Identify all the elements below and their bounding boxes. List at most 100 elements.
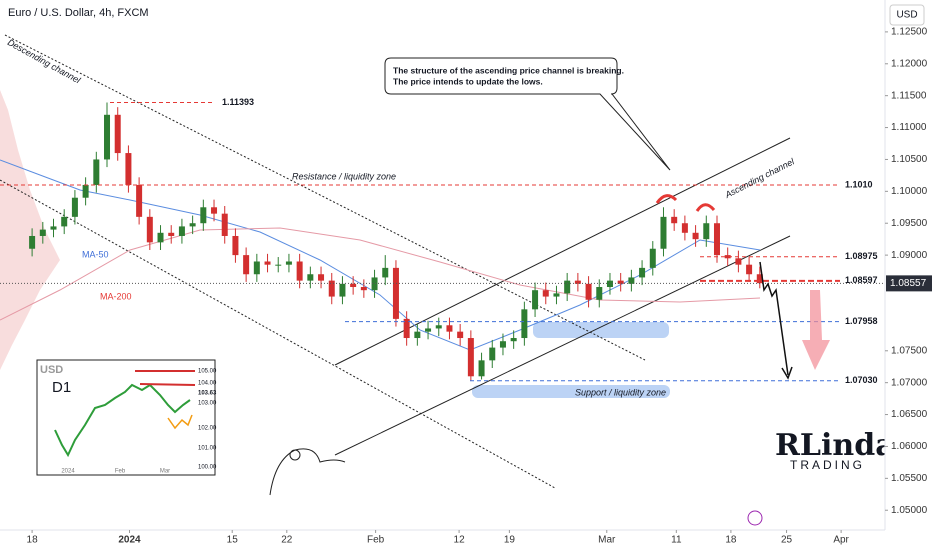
last-price-tag bbox=[886, 275, 932, 292]
candle-body bbox=[232, 235, 239, 256]
top-arc bbox=[695, 203, 716, 212]
inset-price bbox=[54, 383, 191, 458]
candle-body bbox=[499, 341, 506, 348]
candle-body bbox=[178, 226, 185, 236]
candle-body bbox=[339, 283, 346, 297]
inset-x-label: Feb bbox=[115, 469, 126, 475]
candle-body bbox=[211, 207, 218, 214]
candle-body bbox=[542, 290, 549, 297]
candle-body bbox=[574, 280, 581, 284]
candle-body bbox=[756, 274, 763, 284]
y-tick-label: 1.11500 bbox=[891, 90, 927, 101]
x-tick-label: 12 bbox=[454, 535, 466, 546]
x-tick-label: 25 bbox=[781, 535, 793, 546]
inset-y-label: 102.00 bbox=[198, 426, 217, 432]
candle-body bbox=[510, 338, 517, 342]
chart-title: Euro / U.S. Dollar, 4h, FXCM bbox=[8, 7, 149, 19]
candle-body bbox=[114, 114, 121, 154]
y-tick-label: 1.11000 bbox=[891, 122, 927, 133]
level-label: 1.07030 bbox=[845, 375, 878, 385]
y-tick-label: 1.09500 bbox=[891, 218, 928, 229]
y-tick-label: 1.12500 bbox=[891, 27, 928, 38]
y-tick-label: 1.05500 bbox=[891, 473, 928, 484]
inset-y-label: 104.00 bbox=[198, 381, 217, 387]
y-tick-label: 1.05000 bbox=[891, 505, 928, 516]
ma50-label: MA-50 bbox=[82, 249, 109, 259]
zone bbox=[533, 322, 669, 338]
ascending-channel-line bbox=[334, 235, 791, 456]
descending-channel-line bbox=[0, 179, 556, 489]
y-tick-label: 1.10500 bbox=[891, 154, 928, 165]
currency: USD bbox=[896, 10, 917, 21]
inset-currency: USD bbox=[40, 364, 63, 376]
candle-body bbox=[318, 274, 325, 281]
inset-y-label: 105.00 bbox=[198, 369, 217, 375]
candle-body bbox=[296, 261, 303, 281]
callout-text: The price intends to update the lows. bbox=[393, 76, 543, 86]
support-label: Support / liquidity zone bbox=[575, 387, 666, 397]
candle-body bbox=[585, 283, 592, 300]
level-label: 1.07958 bbox=[845, 316, 878, 326]
alert-icon[interactable] bbox=[747, 510, 763, 526]
candle-body bbox=[371, 277, 378, 291]
candle-body bbox=[350, 283, 357, 288]
candle-body bbox=[136, 184, 143, 217]
candle-body bbox=[264, 261, 271, 265]
ma-50 bbox=[0, 159, 761, 351]
bearish-arrow bbox=[802, 290, 830, 370]
candle-body bbox=[457, 331, 464, 339]
candle-body bbox=[553, 293, 560, 297]
inset-line bbox=[139, 383, 196, 386]
candle-body bbox=[253, 261, 260, 275]
logo: TRADING bbox=[790, 458, 865, 472]
candle-body bbox=[735, 258, 742, 265]
candle-body bbox=[521, 309, 528, 339]
y-tick-label: 1.06500 bbox=[891, 409, 928, 420]
candle-body bbox=[104, 114, 111, 160]
axes: 1.12500 1.12000 1.11500 1.11000 1.10500 1.100… bbox=[27, 27, 932, 546]
level-label: 1.08975 bbox=[845, 251, 878, 261]
candle-body bbox=[157, 232, 164, 243]
candle-body bbox=[724, 255, 731, 259]
candle-body bbox=[29, 235, 36, 249]
inset-x-label: 2024 bbox=[61, 469, 75, 475]
candle-body bbox=[82, 184, 89, 198]
x-tick-label: 15 bbox=[227, 535, 239, 546]
candle-body bbox=[403, 318, 410, 339]
ma200-label: MA-200 bbox=[100, 291, 132, 301]
candle-body bbox=[50, 226, 57, 230]
logo: RLinda bbox=[775, 428, 895, 463]
x-tick-label: Apr bbox=[833, 535, 849, 546]
candle-body bbox=[435, 325, 442, 329]
candle-body bbox=[478, 360, 485, 377]
candle-body bbox=[596, 287, 603, 300]
candle-body bbox=[392, 267, 399, 319]
volume-profile bbox=[0, 90, 60, 370]
candle-body bbox=[328, 280, 335, 297]
currency-button[interactable] bbox=[889, 4, 925, 26]
candle-body bbox=[168, 232, 175, 236]
candle-body bbox=[617, 280, 624, 284]
last-price-label: 1.08557 bbox=[890, 278, 927, 289]
y-tick-label: 1.07500 bbox=[891, 345, 928, 356]
inset-y-label: 100.00 bbox=[198, 465, 217, 471]
inset-pattern bbox=[167, 414, 193, 430]
candle-body bbox=[746, 264, 753, 275]
candle-body bbox=[703, 223, 710, 240]
inset-y-label: 103.63 bbox=[198, 391, 217, 397]
level-label: 1.11393 bbox=[222, 97, 254, 107]
candle-body bbox=[243, 255, 250, 275]
x-tick-label: Feb bbox=[367, 535, 385, 546]
top-arc bbox=[655, 194, 678, 204]
candle-body bbox=[681, 223, 688, 233]
ascending-channel-line bbox=[334, 137, 791, 366]
candle-body bbox=[649, 248, 656, 268]
candle-body bbox=[307, 274, 314, 281]
candle-body bbox=[414, 331, 421, 339]
x-tick-label: 11 bbox=[671, 535, 682, 546]
candle-body bbox=[125, 153, 132, 185]
candle-body bbox=[446, 325, 453, 332]
support-zone bbox=[472, 385, 670, 398]
plot: 1.11393 1.1010 1.08975 1.08597 1.07958 1.0703… bbox=[0, 97, 885, 385]
